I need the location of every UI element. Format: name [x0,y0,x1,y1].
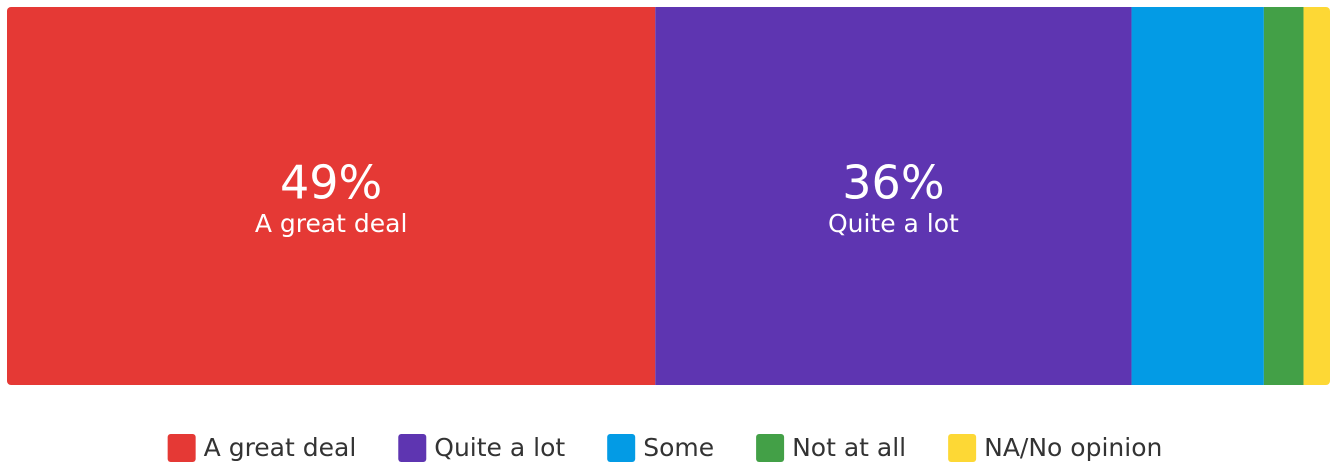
bar-group [7,7,1330,385]
legend-swatch [756,434,785,462]
legend-label: Quite a lot [434,433,565,462]
legend-swatch [948,434,977,462]
label-group: 49%A great deal 36%Quite a lot [255,156,959,239]
legend-label: A great deal [204,433,357,462]
legend-item: Not at all [756,433,906,462]
legend-item: Quite a lot [398,433,565,462]
bar-segment [655,7,1132,385]
legend-item: Some [607,433,714,462]
legend-swatch [607,434,636,462]
value-label: 36% [842,156,944,210]
value-label: 49% [280,156,382,210]
legend-label: Not at all [792,433,906,462]
segment-label: Quite a lot [828,209,959,238]
legend-label: NA/No opinion [984,433,1162,462]
legend-item: A great deal [167,433,357,462]
bar-segment [1131,7,1264,385]
legend-swatch [398,434,427,462]
bar-segment [7,7,656,385]
legend: A great deal Quite a lot Some Not at all NA/… [167,433,1162,462]
legend-label: Some [643,433,714,462]
bar-segment [1263,7,1304,385]
legend-item: NA/No opinion [948,433,1162,462]
bar-segment [1303,7,1330,385]
segment-label: A great deal [255,209,408,238]
legend-swatch [167,434,196,462]
